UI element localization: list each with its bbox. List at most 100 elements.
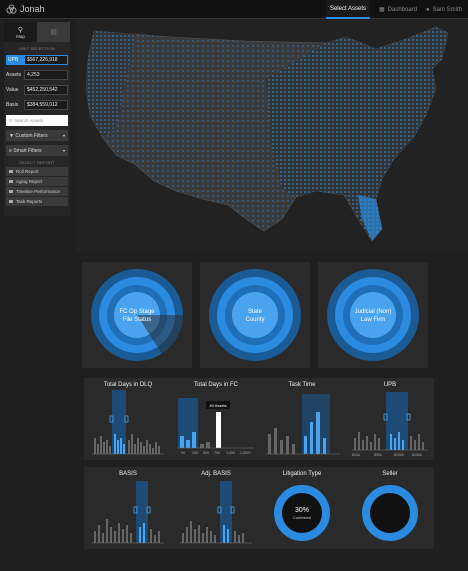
donut-fc-stage[interactable]: FC Op Stage File Status xyxy=(82,262,192,368)
gap-segment xyxy=(137,315,184,354)
hist-basis-svg xyxy=(92,481,164,544)
donut-judicial[interactable]: Judicial (Non) Law Firm xyxy=(318,262,428,368)
east-region xyxy=(266,27,448,241)
svg-text:$100k: $100k xyxy=(394,453,404,457)
metric-upb[interactable]: UPB $567,226,918 xyxy=(6,53,68,66)
chevron-down-icon: ▾ xyxy=(62,133,65,138)
chart-days-fc[interactable]: Total Days in FC 49 Assets 90 250 500 750 1,… xyxy=(172,378,260,460)
view-toggle: ⚲ Map ▤ xyxy=(4,22,70,42)
donut-ring[interactable] xyxy=(362,485,418,541)
svg-text:$10k: $10k xyxy=(352,453,360,457)
chart-basis[interactable]: BASIS xyxy=(84,467,172,549)
donut-state[interactable]: State County xyxy=(200,262,310,368)
brush-handle-right[interactable] xyxy=(124,415,129,423)
brush-handle-left[interactable] xyxy=(383,413,388,421)
chart-adj-basis[interactable]: Adj. BASIS xyxy=(172,467,260,549)
map-svg xyxy=(85,26,449,242)
donut-label-1: State xyxy=(248,309,263,315)
list-toggle[interactable]: ▤ xyxy=(37,22,70,42)
map-toggle[interactable]: ⚲ Map xyxy=(4,22,37,42)
metric-label: Basis xyxy=(6,101,19,108)
donut-ring[interactable] xyxy=(274,485,330,541)
report-icon xyxy=(9,170,13,173)
report-label: Task Reports xyxy=(16,199,43,204)
florida xyxy=(358,195,382,241)
chart-title: Total Days in DLQ xyxy=(103,382,153,388)
hist-fc-svg: 49 Assets 90 250 500 750 1,000 1,500+ xyxy=(177,398,254,455)
custom-filters-button[interactable]: ▼ Custom Filters ▾ xyxy=(6,130,68,141)
brush-handle-left[interactable] xyxy=(133,506,138,514)
donut-litigation-svg: 30% Contested xyxy=(274,485,330,541)
map-toggle-label: Map xyxy=(16,33,25,39)
chart-title: Adj. BASIS xyxy=(201,471,231,477)
chart-upb[interactable]: UPB $10k $50k $100k $150k xyxy=(346,378,434,460)
chart-litigation-type[interactable]: Litigation Type 30% Contested xyxy=(258,467,346,549)
chevron-down-icon: ▾ xyxy=(62,148,65,153)
app-name: Jonah xyxy=(20,4,45,14)
donut-label-2: File Status xyxy=(123,317,151,323)
svg-text:500: 500 xyxy=(203,451,209,455)
bar-1500-plus[interactable] xyxy=(216,412,221,448)
nav-dashboard[interactable]: ▦ Dashboard xyxy=(379,0,417,19)
litigation-sub: Contested xyxy=(293,515,311,520)
report-roll[interactable]: Roll Report xyxy=(6,167,68,176)
metric-value: $567,226,918 xyxy=(24,54,68,65)
chart-title: BASIS xyxy=(119,471,137,477)
chart-title: Seller xyxy=(382,471,398,477)
chart-days-dlq[interactable]: Total Days in DLQ xyxy=(84,378,172,460)
chart-title: UPB xyxy=(383,382,397,388)
app-logo[interactable]: Jonah xyxy=(6,3,45,15)
bar-1000[interactable] xyxy=(206,442,210,448)
metric-basis[interactable]: Basis $384,559,012 xyxy=(6,98,68,111)
nav-dashboard-label: Dashboard xyxy=(387,6,418,13)
chart-seller[interactable]: Seller xyxy=(346,467,434,549)
map-pin-icon: ⚲ xyxy=(17,26,24,34)
chart-task-time[interactable]: Task Time xyxy=(258,378,346,460)
bar-500[interactable] xyxy=(192,432,196,448)
report-aging[interactable]: Aging Report xyxy=(6,177,68,186)
hist-task-svg xyxy=(266,394,340,455)
svg-text:250: 250 xyxy=(192,451,198,455)
unit-selection-title: UNIT SELECTION xyxy=(19,46,55,51)
report-task[interactable]: Task Reports xyxy=(6,197,68,206)
brush-selection[interactable] xyxy=(386,392,408,450)
smart-filters-button[interactable]: ≡ Smart Filters ▾ xyxy=(6,145,68,156)
svg-text:90: 90 xyxy=(181,451,185,455)
search-input[interactable]: ⚲ Search Assets xyxy=(6,115,68,126)
brush-handle-right[interactable] xyxy=(406,413,411,421)
brush-handle-right[interactable] xyxy=(230,506,235,514)
report-label: Timeline Performance xyxy=(16,189,60,194)
brush-selection[interactable] xyxy=(220,481,232,543)
brush-handle-right[interactable] xyxy=(146,506,151,514)
svg-text:$150k: $150k xyxy=(412,453,422,457)
dashboard-icon: ▦ xyxy=(379,7,385,13)
metric-value: 4,253 xyxy=(24,69,68,80)
hist-upb-svg: $10k $50k $100k $150k xyxy=(352,392,428,457)
report-icon xyxy=(9,200,13,203)
metric-value-row[interactable]: Value $452,250,542 xyxy=(6,83,68,96)
donut-seller-svg xyxy=(362,485,418,541)
bar-90[interactable] xyxy=(180,436,184,448)
donut-label-1: FC Op Stage xyxy=(119,309,155,315)
report-timeline[interactable]: Timeline Performance xyxy=(6,187,68,196)
brush-handle-left[interactable] xyxy=(109,415,114,423)
ring-center xyxy=(232,292,278,338)
report-icon xyxy=(9,180,13,183)
list-icon: ▤ xyxy=(50,29,57,36)
top-bar: Jonah Select Assets ▦ Dashboard ● Sam Smit… xyxy=(0,0,468,19)
metric-label: UPB xyxy=(6,54,24,65)
top-nav: Select Assets ▦ Dashboard ● Sam Smith xyxy=(317,0,462,19)
x-ticks: 90 250 500 750 1,000 1,500+ xyxy=(181,451,251,455)
svg-text:750: 750 xyxy=(214,451,220,455)
brush-selection[interactable] xyxy=(136,481,148,543)
nav-select-assets[interactable]: Select Assets xyxy=(325,0,370,19)
report-icon xyxy=(9,190,13,193)
us-county-map[interactable] xyxy=(76,19,468,251)
brush-handle-left[interactable] xyxy=(217,506,222,514)
bar-250[interactable] xyxy=(186,440,190,448)
nav-user[interactable]: ● Sam Smith xyxy=(426,0,462,19)
metric-assets[interactable]: Assets 4,253 xyxy=(6,68,68,81)
bar-750[interactable] xyxy=(200,444,204,448)
tooltip-box xyxy=(206,401,230,409)
report-label: Aging Report xyxy=(16,179,43,184)
